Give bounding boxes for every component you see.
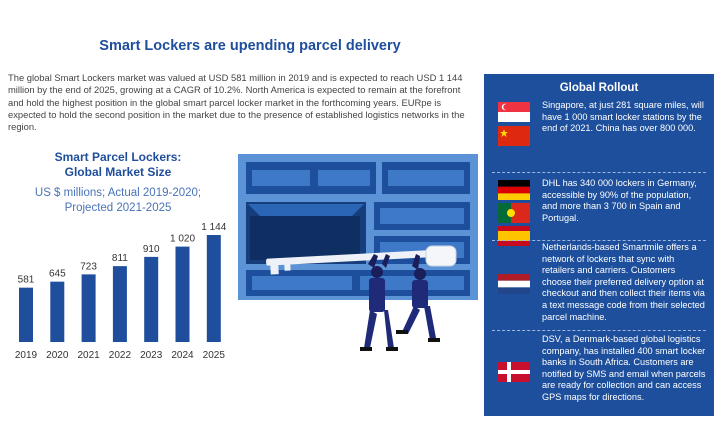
bar-2022 [112, 266, 127, 342]
bar-value-label: 645 [49, 269, 66, 280]
locker-door [246, 162, 376, 194]
chart-subtitle-line-2: Projected 2021-2025 [64, 202, 172, 214]
rollout-text-netherlands: Netherlands-based Smartmile offers a net… [542, 242, 705, 322]
chart-subtitle: US $ millions; Actual 2019-2020; Project… [0, 186, 236, 216]
rollout-item-singapore: Singapore, at just 281 square miles, wil… [484, 100, 714, 170]
rollout-text-singapore: Singapore, at just 281 square miles, wil… [542, 100, 704, 134]
spain-flag [498, 226, 530, 246]
person-lifting-key-2 [396, 254, 440, 342]
x-tick-label: 2025 [203, 350, 226, 361]
bar-2025 [206, 235, 221, 342]
netherlands-flag [498, 274, 530, 294]
x-tick-label: 2022 [109, 350, 132, 361]
chart-title: Smart Parcel Lockers: Global Market Size [0, 150, 236, 180]
chart-title-line-2: Global Market Size [64, 165, 172, 179]
x-tick-label: 2023 [140, 350, 163, 361]
x-tick-label: 2019 [15, 350, 38, 361]
locker-door [382, 162, 470, 194]
bar-2020 [50, 281, 65, 342]
rollout-text-denmark: DSV, a Denmark-based global logistics co… [542, 334, 706, 402]
page-title: Smart Lockers are upending parcel delive… [99, 38, 401, 54]
market-size-bar-chart: 581 2019 645 2020 723 2021 811 2022 910 2023 1 020… [15, 222, 227, 361]
global-rollout-panel: Global Rollout Singapore, at just 281 sq… [484, 74, 714, 416]
denmark-flag [498, 362, 530, 382]
bar-value-label: 723 [80, 261, 97, 272]
chart-title-line-1: Smart Parcel Lockers: [54, 150, 182, 164]
rollout-divider [492, 240, 706, 241]
intro-paragraph: The global Smart Lockers market was valu… [8, 72, 465, 133]
rollout-divider [492, 172, 706, 173]
bar-2019 [19, 287, 33, 342]
china-flag [498, 126, 530, 146]
germany-flag [498, 180, 530, 200]
x-tick-label: 2020 [46, 350, 69, 361]
locker-wall [238, 154, 478, 300]
rollout-title: Global Rollout [559, 82, 639, 94]
bar-value-label: 910 [143, 244, 160, 255]
x-tick-label: 2024 [171, 350, 194, 361]
bar-value-label: 811 [112, 253, 128, 264]
bar-value-label: 1 144 [201, 222, 226, 233]
locker-illustration [238, 154, 478, 351]
singapore-flag [498, 102, 530, 122]
bar-value-label: 1 020 [170, 234, 195, 245]
x-tick-label: 2021 [77, 350, 100, 361]
locker-door [246, 270, 470, 296]
rollout-item-germany: DHL has 340 000 lockers in Germany, acce… [484, 178, 714, 246]
chart-subtitle-line-1: US $ millions; Actual 2019-2020; [34, 187, 202, 199]
bar-value-label: 581 [18, 275, 35, 286]
key-icon [266, 245, 457, 275]
bar-2023 [144, 256, 159, 342]
bar-2024 [175, 246, 190, 342]
bar-2021 [81, 274, 96, 342]
person-lifting-key-1 [360, 254, 398, 351]
rollout-divider [492, 330, 706, 331]
open-locker [246, 202, 366, 264]
portugal-flag [498, 203, 530, 223]
rollout-item-netherlands: Netherlands-based Smartmile offers a net… [484, 242, 714, 328]
locker-door [374, 202, 470, 230]
rollout-item-denmark: DSV, a Denmark-based global logistics co… [484, 334, 714, 414]
rollout-text-germany: DHL has 340 000 lockers in Germany, acce… [542, 178, 697, 223]
